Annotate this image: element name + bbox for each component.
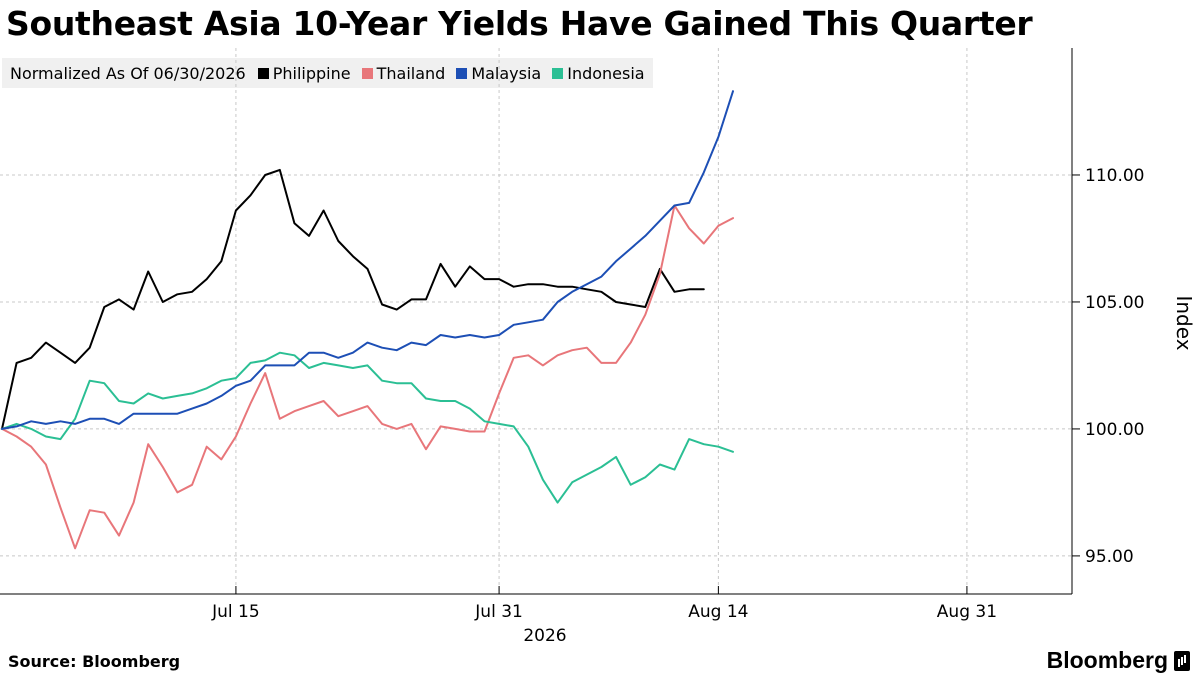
legend-swatch-philippine	[257, 67, 269, 79]
chart-title: Southeast Asia 10-Year Yields Have Gaine…	[6, 4, 1033, 43]
legend-item-malaysia: Malaysia	[456, 64, 541, 83]
legend-item-thailand: Thailand	[361, 63, 446, 83]
brand-logo: Bloomberg	[1047, 647, 1190, 674]
series-line-philippine	[1, 168, 705, 430]
legend-normalization-note: Normalized As Of 06/30/2026	[10, 63, 246, 83]
y-tick-label: 100.00	[1085, 420, 1144, 440]
legend-item-philippine: Philippine	[257, 63, 351, 83]
x-axis-label: 2026	[523, 626, 566, 646]
y-axis-title: Index	[1172, 295, 1196, 350]
legend-swatch-malaysia	[456, 67, 468, 79]
legend-label-malaysia: Malaysia	[471, 63, 542, 83]
x-tick-label: Jul 15	[211, 602, 260, 622]
series-line-malaysia	[1, 90, 734, 430]
x-tick-label: Aug 14	[688, 602, 748, 622]
legend-label-indonesia: Indonesia	[567, 63, 645, 83]
x-tick-label: Jul 31	[474, 602, 523, 622]
x-tick-label: Aug 31	[937, 602, 997, 622]
y-tick-label: 105.00	[1085, 293, 1144, 313]
legend-swatch-thailand	[361, 67, 373, 79]
chart-legend: Normalized As Of 06/30/2026 Philippine T…	[2, 58, 653, 88]
legend-label-thailand: Thailand	[376, 63, 446, 83]
legend-label-philippine: Philippine	[272, 63, 351, 83]
series-line-thailand	[1, 204, 734, 550]
brand-chart-icon	[1174, 650, 1190, 671]
y-tick-label: 95.00	[1085, 547, 1134, 567]
source-note: Source: Bloomberg	[8, 652, 181, 671]
legend-swatch-indonesia	[552, 67, 564, 79]
brand-wordmark: Bloomberg	[1046, 647, 1168, 673]
series-line-indonesia	[1, 351, 734, 504]
legend-item-indonesia: Indonesia	[552, 63, 645, 83]
y-tick-label: 110.00	[1085, 166, 1144, 186]
